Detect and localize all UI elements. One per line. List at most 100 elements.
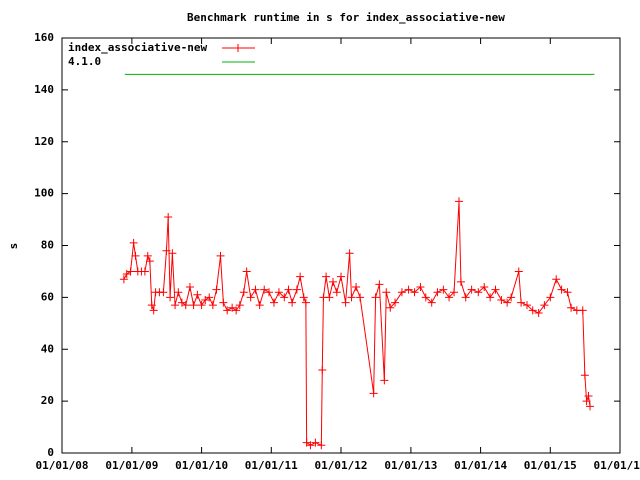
x-tick-label: 01/01/15 xyxy=(524,459,577,472)
marker xyxy=(306,441,315,450)
x-tick-label: 01/01/09 xyxy=(105,459,158,472)
marker xyxy=(514,267,523,276)
marker xyxy=(274,288,283,297)
x-tick-label: 01/01/08 xyxy=(36,459,89,472)
marker xyxy=(347,293,356,302)
marker xyxy=(284,285,293,294)
marker xyxy=(540,301,549,310)
marker xyxy=(208,301,217,310)
marker xyxy=(480,283,489,291)
marker xyxy=(126,267,135,276)
marker xyxy=(546,293,555,302)
marker xyxy=(216,251,225,260)
x-tick-label: 01/01/12 xyxy=(315,459,368,472)
marker xyxy=(371,293,380,302)
marker xyxy=(528,306,537,315)
marker xyxy=(296,272,305,281)
x-tick-label: 01/01/10 xyxy=(175,459,228,472)
marker xyxy=(145,257,154,266)
marker xyxy=(162,246,171,255)
marker xyxy=(301,298,310,307)
marker xyxy=(185,283,194,291)
y-tick-label: 20 xyxy=(41,394,54,407)
y-tick-label: 160 xyxy=(34,31,54,44)
marker xyxy=(584,391,593,400)
marker xyxy=(497,295,506,304)
marker xyxy=(456,277,465,286)
marker xyxy=(580,371,589,380)
chart-title: Benchmark runtime in s for index_associa… xyxy=(187,11,505,24)
y-tick-label: 120 xyxy=(34,135,54,148)
marker xyxy=(265,288,274,297)
marker xyxy=(352,283,361,291)
marker xyxy=(131,251,140,260)
marker xyxy=(149,306,158,315)
marker xyxy=(193,290,202,299)
marker xyxy=(223,306,232,315)
marker xyxy=(552,275,561,284)
marker xyxy=(299,293,308,302)
marker xyxy=(507,293,516,302)
y-tick-label: 0 xyxy=(47,446,54,459)
legend-marker xyxy=(234,44,242,52)
marker xyxy=(318,366,327,374)
marker xyxy=(341,298,350,307)
marker xyxy=(557,285,566,294)
marker xyxy=(421,293,430,302)
marker xyxy=(391,298,400,307)
marker xyxy=(255,301,264,310)
x-tick-label: 01/01/14 xyxy=(454,459,507,472)
marker xyxy=(382,288,391,297)
marker xyxy=(450,288,459,297)
y-tick-label: 40 xyxy=(41,342,54,355)
marker xyxy=(174,288,183,297)
x-tick-label: 01/01/16 xyxy=(594,459,640,472)
y-tick-label: 80 xyxy=(41,239,54,252)
marker xyxy=(534,308,543,317)
marker xyxy=(375,280,384,289)
x-tick-label: 01/01/13 xyxy=(384,459,437,472)
marker xyxy=(455,197,464,206)
marker xyxy=(491,285,500,294)
marker xyxy=(356,293,365,302)
marker xyxy=(181,301,190,310)
marker xyxy=(445,293,454,302)
marker xyxy=(439,285,448,294)
marker xyxy=(246,293,255,302)
marker xyxy=(317,441,326,450)
marker xyxy=(164,212,173,221)
marker xyxy=(288,298,297,307)
marker xyxy=(219,298,228,307)
marker xyxy=(205,293,214,302)
marker xyxy=(567,303,576,312)
marker xyxy=(578,306,587,315)
marker xyxy=(503,298,512,307)
marker xyxy=(311,438,320,447)
marker xyxy=(517,298,526,307)
marker xyxy=(474,288,483,297)
marker xyxy=(239,288,248,297)
marker xyxy=(563,288,572,297)
marker xyxy=(380,376,389,385)
marker xyxy=(337,272,345,281)
marker xyxy=(140,267,149,276)
marker xyxy=(119,275,128,284)
marker xyxy=(292,285,301,294)
marker xyxy=(166,293,175,302)
plot-border xyxy=(61,37,621,454)
marker xyxy=(171,301,180,310)
marker xyxy=(197,301,206,310)
legend-label: index_associative-new xyxy=(68,41,207,54)
marker xyxy=(582,397,591,406)
marker xyxy=(416,283,425,291)
marker xyxy=(433,288,442,297)
y-tick-label: 140 xyxy=(34,83,54,96)
legend-label: 4.1.0 xyxy=(68,55,101,68)
marker xyxy=(427,298,436,307)
marker xyxy=(147,301,156,310)
marker xyxy=(159,288,168,297)
marker xyxy=(386,303,395,312)
marker xyxy=(328,277,337,286)
marker xyxy=(486,293,495,302)
